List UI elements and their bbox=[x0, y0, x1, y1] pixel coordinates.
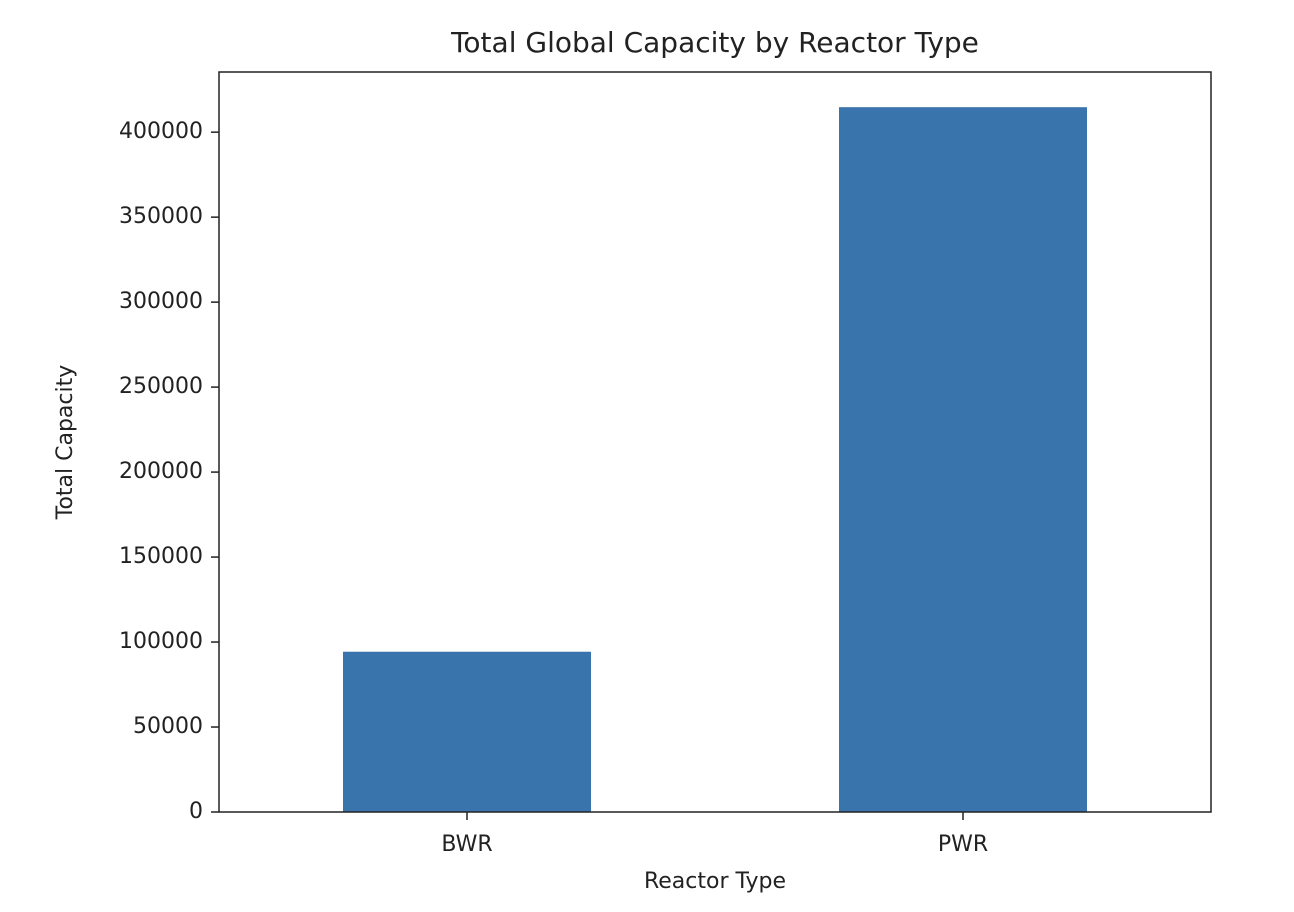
bar bbox=[839, 107, 1087, 812]
bar bbox=[343, 651, 591, 812]
x-tick-label: PWR bbox=[938, 832, 988, 857]
y-tick-label: 0 bbox=[189, 799, 203, 824]
plot-frame bbox=[218, 71, 1212, 813]
x-axis-label: Reactor Type bbox=[644, 869, 786, 894]
x-tick-label: BWR bbox=[441, 832, 492, 857]
chart-title: Total Global Capacity by Reactor Type bbox=[450, 26, 979, 59]
y-tick-label: 250000 bbox=[119, 374, 203, 399]
y-tick-label: 200000 bbox=[119, 459, 203, 484]
y-tick-label: 400000 bbox=[119, 119, 203, 144]
y-tick-label: 50000 bbox=[133, 714, 203, 739]
y-tick-label: 100000 bbox=[119, 629, 203, 654]
y-axis-label: Total Capacity bbox=[53, 365, 78, 521]
y-tick-label: 150000 bbox=[119, 544, 203, 569]
y-tick-label: 300000 bbox=[119, 289, 203, 314]
y-tick-label: 350000 bbox=[119, 204, 203, 229]
